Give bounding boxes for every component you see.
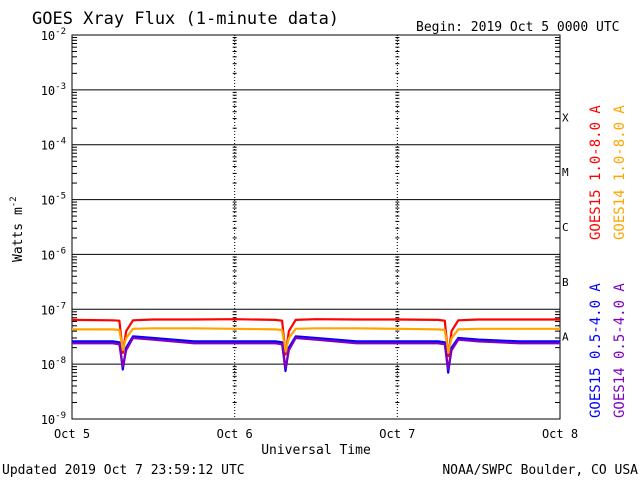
y-tick-label: 10-4: [41, 137, 66, 153]
legend-label: GOES15 1.0-8.0 A: [588, 105, 604, 240]
y-tick-label: 10-2: [41, 27, 66, 43]
y-tick-label: 10-7: [41, 301, 66, 317]
series-lines: [71, 318, 560, 374]
y-tick-label: 10-9: [41, 411, 66, 427]
series-line: [72, 335, 560, 374]
y-axis-label-text: Watts m-2: [9, 196, 26, 262]
y-tick-label: 10-5: [41, 192, 66, 208]
x-tick-label: Oct 6: [217, 427, 253, 441]
y-tick-label: 10-3: [41, 82, 66, 98]
y-axis-ticks: 10-9 10-8 10-7 10-6 10-5 10-4 10-3 10-2: [41, 27, 560, 427]
y-tick-label: 10-8: [41, 356, 66, 372]
credit-line: NOAA/SWPC Boulder, CO USA: [442, 463, 638, 478]
flare-class-label: B: [562, 276, 569, 289]
flare-class-label: A: [562, 331, 569, 344]
legend-label: GOES15 0.5-4.0 A: [588, 283, 604, 418]
chart-title: GOES Xray Flux (1-minute data): [32, 9, 339, 29]
legend-entry: GOES14 0.5-4.0 A: [612, 283, 628, 418]
begin-time: Begin: 2019 Oct 5 0000 UTC: [416, 20, 620, 35]
x-tick-label: Oct 5: [54, 427, 90, 441]
series-line: [72, 336, 560, 371]
x-axis-label: Universal Time: [261, 443, 371, 458]
legend-entry: GOES15 0.5-4.0 A: [588, 283, 604, 418]
updated-timestamp: Updated 2019 Oct 7 23:59:12 UTC: [2, 463, 245, 478]
legend: GOES15 1.0-8.0 A GOES14 1.0-8.0 A GOES15 0…: [588, 105, 628, 418]
x-tick-label: Oct 8: [542, 427, 578, 441]
legend-label: GOES14 1.0-8.0 A: [612, 105, 628, 240]
flare-class-label: C: [562, 221, 569, 234]
series-line: [71, 318, 560, 358]
grid: [72, 35, 560, 419]
y-tick-label: 10-6: [41, 246, 66, 262]
y-axis-label: Watts m-2: [9, 196, 26, 262]
legend-entry: GOES15 1.0-8.0 A: [588, 105, 604, 240]
flare-class-label: M: [562, 166, 569, 179]
x-tick-label: Oct 7: [379, 427, 415, 441]
flare-class-labels: A B C M X: [562, 111, 569, 343]
x-axis-ticks: Oct 5 Oct 6 Oct 7 Oct 8: [54, 427, 578, 441]
legend-entry: GOES14 1.0-8.0 A: [612, 105, 628, 240]
series-line: [72, 327, 560, 354]
flare-class-label: X: [562, 111, 569, 124]
legend-label: GOES14 0.5-4.0 A: [612, 283, 628, 418]
plot-area: [71, 34, 561, 420]
